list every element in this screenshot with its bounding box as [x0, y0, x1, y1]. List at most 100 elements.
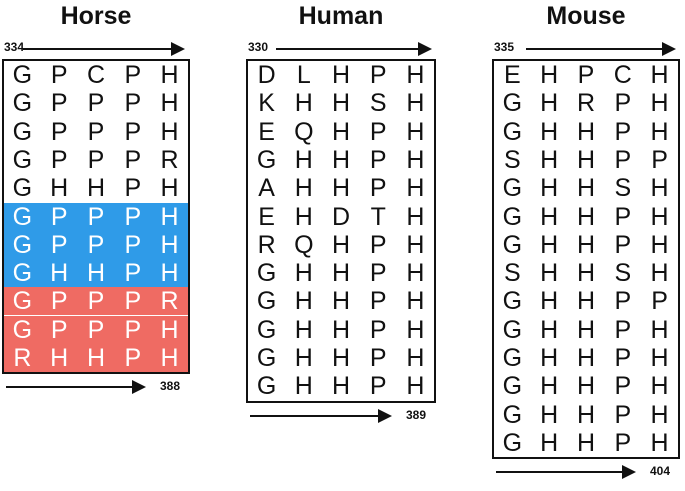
residue-letter: P: [124, 287, 142, 316]
residue-letter: P: [614, 287, 632, 316]
residue-letter: H: [406, 61, 425, 89]
residue-letter: H: [331, 61, 351, 89]
residue-letter: H: [406, 117, 425, 146]
residue-letter: H: [294, 315, 313, 344]
residue-letter: H: [160, 344, 179, 372]
residue-letter: A: [258, 174, 275, 203]
residue-letter: H: [540, 89, 559, 118]
residue-letter: P: [124, 230, 142, 259]
residue-letter: P: [369, 145, 387, 174]
residue-letter: G: [502, 202, 523, 231]
residue-letter: P: [651, 287, 668, 316]
residue-letter: H: [540, 61, 559, 89]
mouse-end-position: 404: [650, 464, 671, 479]
residue-letter: H: [406, 202, 425, 231]
residue-letter: H: [86, 259, 106, 288]
residue-letter: K: [258, 89, 275, 118]
residue-letter: P: [369, 372, 387, 401]
residue-letter: P: [50, 61, 68, 89]
residue-letter: H: [294, 372, 313, 401]
residue-letter: C: [86, 61, 106, 89]
residue-letter: C: [613, 61, 632, 89]
human-bottom-arrow-icon: [250, 408, 392, 423]
residue-letter: S: [614, 259, 632, 288]
residue-letter: P: [87, 89, 105, 118]
residue-letter: P: [369, 315, 387, 344]
residue-letter: P: [614, 117, 632, 146]
residue-letter: G: [256, 344, 277, 372]
residue-letter: S: [504, 259, 521, 288]
residue-letter: H: [540, 202, 559, 231]
residue-letter: H: [540, 315, 559, 344]
human-end-position: 389: [406, 407, 427, 422]
mouse-start-position: 335: [494, 40, 515, 54]
residue-letter: G: [502, 315, 523, 344]
residue-letter: H: [576, 145, 596, 174]
residue-letter: H: [540, 400, 559, 429]
residue-letter: H: [406, 89, 425, 118]
residue-letter: H: [160, 61, 179, 89]
residue-letter: G: [502, 400, 523, 429]
residue-letter: R: [13, 344, 32, 372]
residue-letter: P: [124, 61, 142, 89]
residue-letter: H: [160, 259, 179, 288]
residue-letter: H: [650, 400, 669, 429]
residue-letter: H: [294, 174, 313, 203]
residue-letter: H: [331, 117, 351, 146]
residue-letter: H: [540, 259, 559, 288]
residue-letter: H: [294, 344, 313, 372]
residue-letter: H: [406, 259, 425, 288]
residue-letter: T: [370, 202, 386, 231]
horse-end-position: 388: [160, 379, 181, 394]
residue-letter: H: [160, 230, 179, 259]
residue-letter: H: [540, 145, 559, 174]
residue-letter: R: [576, 89, 596, 118]
horse-start-position: 334: [4, 40, 25, 54]
residue-letter: R: [160, 287, 179, 316]
residue-letter: H: [576, 259, 596, 288]
residue-letter: P: [87, 202, 105, 231]
residue-letter: P: [614, 344, 632, 372]
residue-letter: P: [614, 230, 632, 259]
residue-letter: P: [50, 230, 68, 259]
residue-letter: H: [650, 259, 669, 288]
residue-letter: H: [650, 344, 669, 372]
residue-letter: H: [406, 372, 425, 401]
residue-letter: P: [50, 117, 68, 146]
residue-letter: H: [160, 202, 179, 231]
residue-letter: H: [576, 202, 596, 231]
residue-letter: P: [651, 145, 668, 174]
residue-letter: H: [331, 372, 351, 401]
residue-letter: P: [50, 202, 68, 231]
residue-letter: H: [650, 174, 669, 203]
residue-letter: G: [502, 372, 523, 401]
residue-letter: P: [614, 145, 632, 174]
residue-letter: H: [331, 89, 351, 118]
residue-letter: H: [331, 287, 351, 316]
residue-letter: R: [160, 145, 179, 174]
residue-letter: H: [576, 287, 596, 316]
residue-letter: P: [369, 344, 387, 372]
residue-letter: P: [87, 315, 105, 344]
residue-letter: P: [577, 61, 595, 89]
residue-letter: H: [540, 428, 559, 457]
residue-letter: G: [256, 315, 277, 344]
residue-letter: H: [576, 344, 596, 372]
